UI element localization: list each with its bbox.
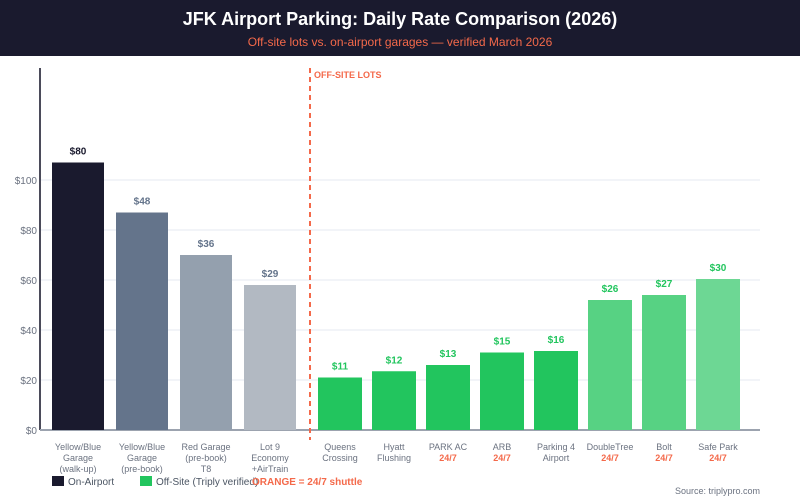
x-tick-label: (pre-book) xyxy=(121,464,163,474)
bar xyxy=(642,295,686,430)
x-tick-label: (pre-book) xyxy=(185,453,227,463)
bar xyxy=(426,365,470,430)
legend-shuttle-note: ORANGE = 24/7 shuttle xyxy=(252,477,363,488)
x-tick-label: Yellow/Blue xyxy=(55,442,101,452)
source-note: Source: triplypro.com xyxy=(674,486,760,496)
legend-swatch-off-site xyxy=(140,476,152,486)
bar xyxy=(52,162,104,430)
data-label: $48 xyxy=(134,197,151,208)
shuttle-label: 24/7 xyxy=(439,453,457,463)
x-tick-label: Lot 9 xyxy=(260,442,280,452)
x-tick-label: Parking 4 xyxy=(537,442,575,452)
y-tick-label: $0 xyxy=(26,426,38,437)
data-label: $26 xyxy=(602,284,619,295)
shuttle-label: 24/7 xyxy=(655,453,673,463)
x-tick-label: Hyatt xyxy=(383,442,405,452)
data-label: $36 xyxy=(198,239,215,250)
x-tick-label: DoubleTree xyxy=(587,442,634,452)
chart-header: JFK Airport Parking: Daily Rate Comparis… xyxy=(0,0,800,56)
x-tick-label: PARK AC xyxy=(429,442,468,452)
divider-label: OFF-SITE LOTS xyxy=(314,70,382,80)
x-tick-label: Red Garage xyxy=(181,442,230,452)
data-label: $16 xyxy=(548,335,565,346)
y-tick-label: $80 xyxy=(20,226,37,237)
bar xyxy=(180,255,232,430)
shuttle-label: 24/7 xyxy=(709,453,727,463)
bar xyxy=(480,352,524,430)
bar xyxy=(534,351,578,430)
x-tick-label: Flushing xyxy=(377,453,411,463)
shuttle-label: 24/7 xyxy=(493,453,511,463)
chart-subtitle: Off-site lots vs. on-airport garages — v… xyxy=(247,35,553,49)
data-label: $80 xyxy=(70,147,87,158)
y-tick-label: $20 xyxy=(20,376,37,387)
bar xyxy=(116,212,168,430)
bar xyxy=(696,279,740,430)
x-tick-label: Queens xyxy=(324,442,356,452)
x-tick-label: Economy xyxy=(251,453,289,463)
x-tick-label: Safe Park xyxy=(698,442,738,452)
legend-label: On-Airport xyxy=(68,477,114,488)
legend-label: Off-Site (Triply verified) xyxy=(156,477,258,488)
bar xyxy=(318,377,362,430)
x-tick-label: Garage xyxy=(63,453,93,463)
x-tick-label: (walk-up) xyxy=(59,464,96,474)
y-tick-label: $100 xyxy=(15,176,38,187)
bar xyxy=(588,300,632,430)
x-tick-label: T8 xyxy=(201,464,212,474)
bar xyxy=(244,285,296,430)
data-label: $15 xyxy=(494,337,511,348)
x-tick-label: Yellow/Blue xyxy=(119,442,165,452)
data-label: $12 xyxy=(386,355,403,366)
data-label: $27 xyxy=(656,279,673,290)
bar xyxy=(372,371,416,430)
x-tick-label: +AirTrain xyxy=(252,464,288,474)
legend-swatch-on-airport xyxy=(52,476,64,486)
x-tick-label: Airport xyxy=(543,453,570,463)
x-tick-label: Crossing xyxy=(322,453,358,463)
data-label: $11 xyxy=(332,362,349,373)
data-label: $13 xyxy=(440,349,457,360)
data-label: $30 xyxy=(710,263,727,274)
x-tick-label: Bolt xyxy=(656,442,672,452)
chart-title: JFK Airport Parking: Daily Rate Comparis… xyxy=(182,9,618,29)
y-tick-label: $60 xyxy=(20,276,37,287)
shuttle-label: 24/7 xyxy=(601,453,619,463)
data-label: $29 xyxy=(262,269,279,280)
x-tick-label: ARB xyxy=(493,442,512,452)
y-tick-label: $40 xyxy=(20,326,37,337)
x-tick-label: Garage xyxy=(127,453,157,463)
